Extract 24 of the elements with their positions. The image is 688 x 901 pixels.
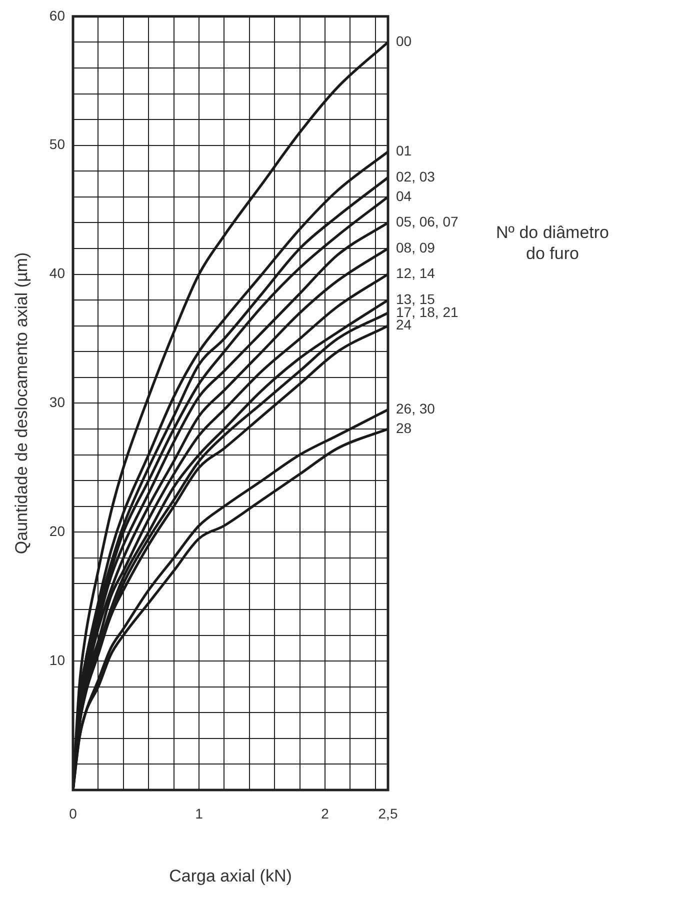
series-label: 05, 06, 07 <box>396 214 458 230</box>
series-label: 02, 03 <box>396 168 436 184</box>
series-label: 12, 14 <box>396 265 436 282</box>
y-tick-label: 50 <box>49 136 66 152</box>
y-tick-label: 60 <box>49 7 66 24</box>
x-tick-label: 0 <box>69 805 78 822</box>
y-tick-label: 10 <box>49 652 66 668</box>
x-tick-label: 1 <box>195 805 204 822</box>
y-tick-label: 20 <box>49 522 66 539</box>
x-axis-title: Carga axial (kN) <box>169 866 292 886</box>
series-label: 00 <box>396 33 412 50</box>
series-label: 28 <box>396 420 412 436</box>
y-axis-title: Qauntidade de deslocamento axial (µm) <box>12 252 31 554</box>
series-label: 01 <box>396 142 412 159</box>
x-tick-label: 2 <box>321 805 330 822</box>
y-tick-label: 40 <box>49 265 66 282</box>
y-tick-label: 30 <box>49 394 66 410</box>
series-label: 26, 30 <box>396 400 436 417</box>
series-label: 08, 09 <box>396 239 436 256</box>
legend-title: Nº do diâmetro do furo <box>495 222 610 264</box>
series-label: 04 <box>396 188 412 204</box>
series-label: 24 <box>396 316 412 333</box>
x-tick-label: 2,5 <box>378 805 398 822</box>
series-label: 13, 15 <box>396 290 436 307</box>
